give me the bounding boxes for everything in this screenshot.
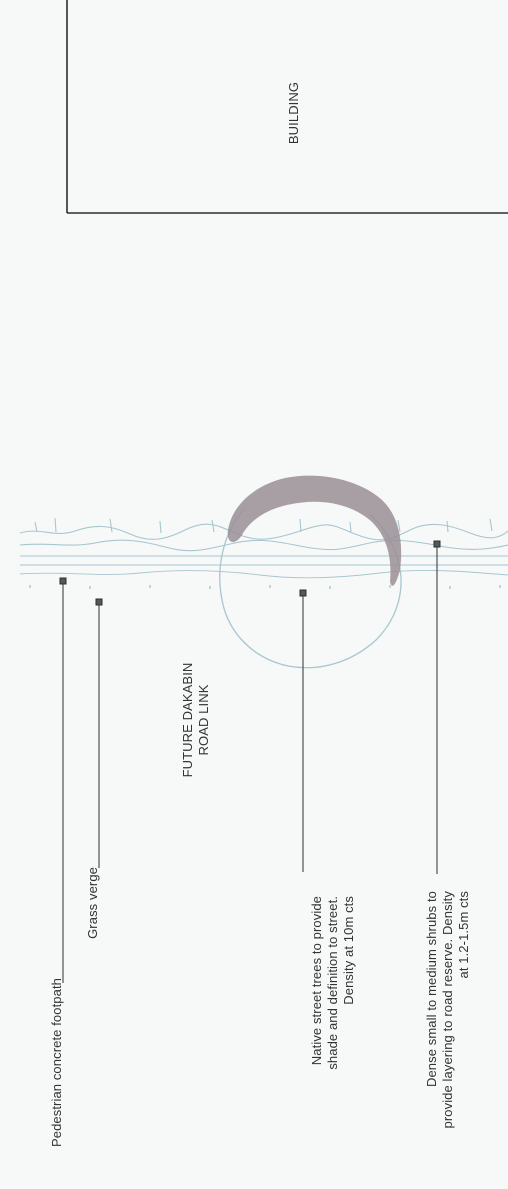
tree-canopy-outline [219, 507, 402, 669]
callout-verge: Grass verge [85, 867, 100, 939]
callout-shrubs: Dense small to medium shrubs to provide … [424, 891, 471, 1129]
callout-leaders [59, 540, 441, 983]
tree-marker [299, 589, 307, 597]
road-label: FUTURE DAKABIN ROAD LINK [180, 662, 211, 778]
building-outline [66, 0, 508, 214]
callout-footpath: Pedestrian concrete footpath [49, 978, 64, 1148]
footpath-marker [59, 577, 67, 585]
shrub-canopy-mass [227, 475, 402, 586]
callout-trees: Native street trees to provide shade and… [309, 896, 356, 1070]
verge-marker [95, 598, 103, 606]
building-label: BUILDING [286, 81, 301, 145]
shrub-marker [433, 540, 441, 548]
planting-band [19, 517, 508, 589]
